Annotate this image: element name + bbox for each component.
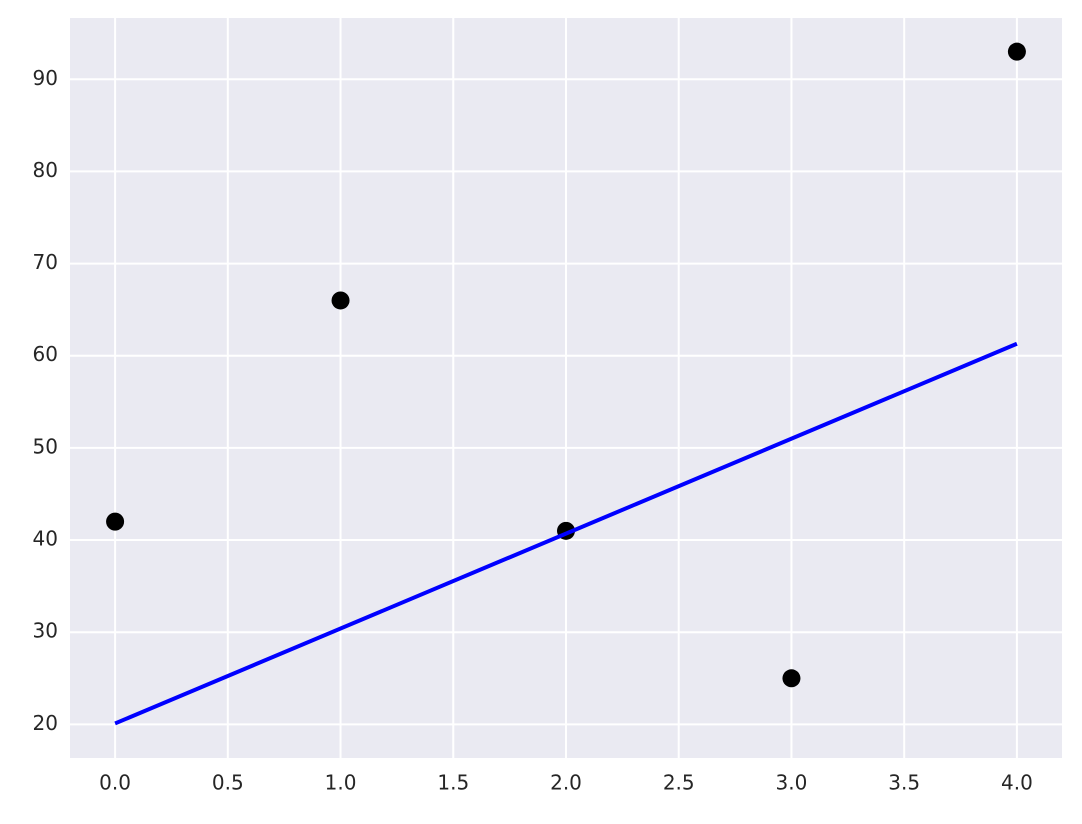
y-tick-label: 40 <box>33 527 58 551</box>
y-tick-label: 60 <box>33 342 58 366</box>
y-tick-label: 20 <box>33 711 58 735</box>
regression-line <box>114 341 1018 726</box>
y-tick-label: 70 <box>33 250 58 274</box>
x-tick-label: 4.0 <box>1001 771 1033 795</box>
y-tick-label: 80 <box>33 158 58 182</box>
data-point <box>331 291 350 310</box>
y-tick-label: 50 <box>33 434 58 458</box>
x-tick-label: 2.5 <box>663 771 695 795</box>
x-tick-label: 0.5 <box>212 771 244 795</box>
y-tick-label: 30 <box>33 619 58 643</box>
y-tick-label: 90 <box>33 66 58 90</box>
data-point <box>782 669 801 688</box>
x-tick-label: 2.0 <box>550 771 582 795</box>
data-point <box>106 512 125 531</box>
x-tick-label: 3.0 <box>776 771 808 795</box>
x-tick-label: 1.5 <box>437 771 469 795</box>
x-tick-label: 0.0 <box>99 771 131 795</box>
x-tick-label: 3.5 <box>888 771 920 795</box>
data-point <box>1007 42 1026 61</box>
x-tick-label: 1.0 <box>325 771 357 795</box>
